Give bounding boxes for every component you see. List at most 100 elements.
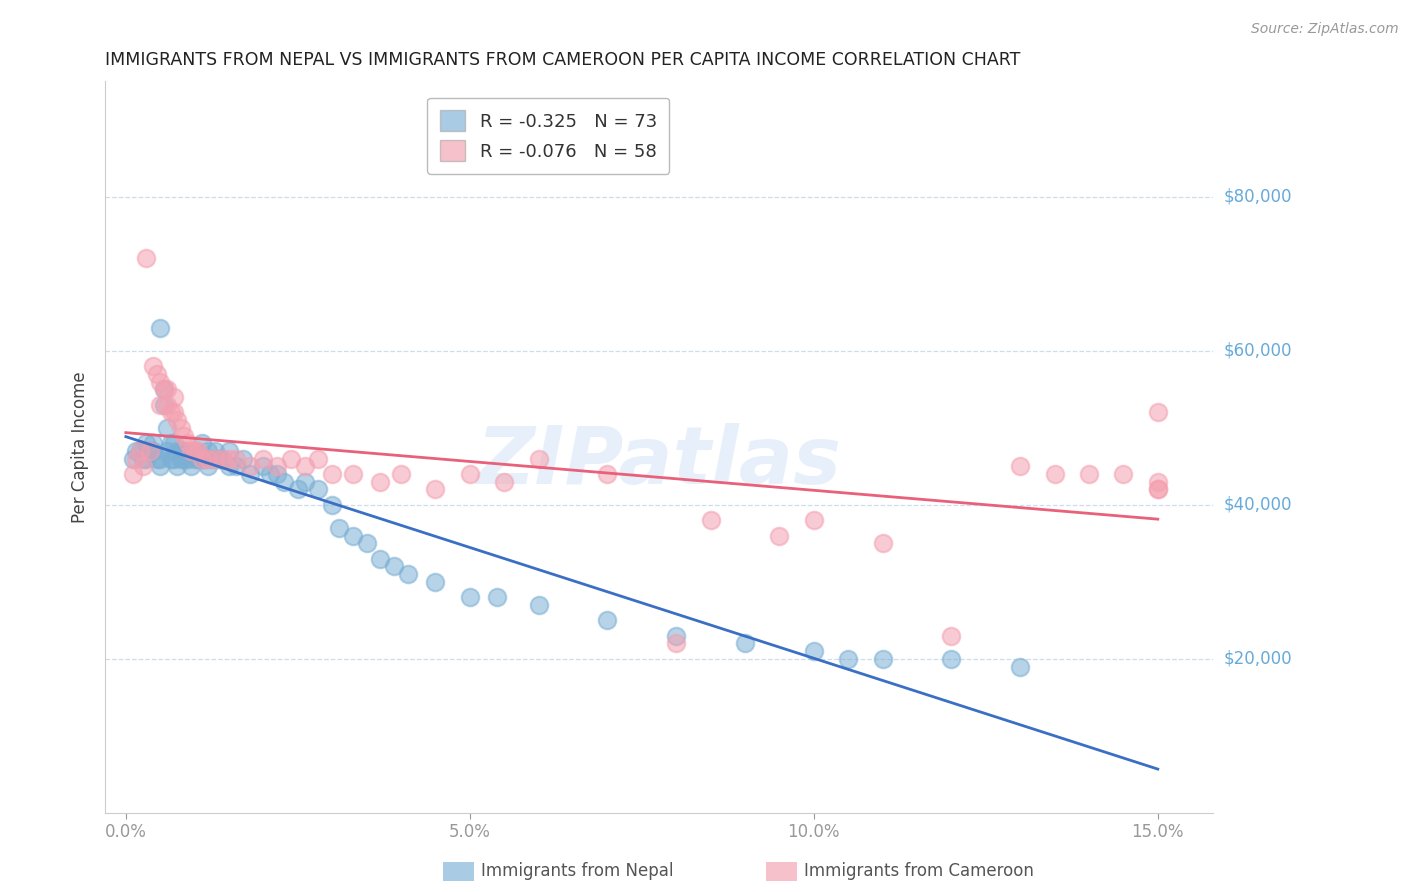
Point <box>173 444 195 458</box>
Text: Immigrants from Nepal: Immigrants from Nepal <box>481 863 673 880</box>
Point <box>183 444 205 458</box>
Point <box>211 451 233 466</box>
Point <box>232 451 254 466</box>
Point <box>149 459 172 474</box>
Point <box>328 521 350 535</box>
Point <box>135 436 157 450</box>
Point <box>177 451 200 466</box>
Point <box>389 467 412 481</box>
Point <box>218 459 240 474</box>
Point <box>166 459 188 474</box>
Point <box>159 451 181 466</box>
Point <box>132 459 155 474</box>
Point <box>149 375 172 389</box>
Point <box>204 444 226 458</box>
Point <box>1010 459 1032 474</box>
Point <box>208 451 231 466</box>
Point <box>342 467 364 481</box>
Point <box>139 444 162 458</box>
Point <box>1078 467 1101 481</box>
Point <box>1146 475 1168 489</box>
Point <box>239 467 262 481</box>
Point <box>139 444 162 458</box>
Point <box>665 636 688 650</box>
Point <box>1146 483 1168 497</box>
Point <box>152 398 174 412</box>
Point <box>142 444 165 458</box>
Point <box>768 529 790 543</box>
Point <box>370 551 392 566</box>
Point <box>190 451 212 466</box>
Point <box>287 483 309 497</box>
Point <box>494 475 516 489</box>
Point <box>121 451 143 466</box>
Point <box>173 451 195 466</box>
Point <box>149 398 172 412</box>
Point <box>225 451 247 466</box>
Point <box>163 390 186 404</box>
Point <box>458 591 481 605</box>
Point <box>294 459 316 474</box>
Point <box>218 451 240 466</box>
Point <box>1146 405 1168 419</box>
Point <box>872 536 894 550</box>
Point <box>159 436 181 450</box>
Point <box>527 598 550 612</box>
Point <box>142 436 165 450</box>
Point <box>197 444 219 458</box>
Point <box>308 483 330 497</box>
Point <box>803 644 825 658</box>
Point <box>872 652 894 666</box>
Point <box>665 629 688 643</box>
Text: $40,000: $40,000 <box>1225 496 1292 514</box>
Point <box>803 513 825 527</box>
Point <box>201 451 224 466</box>
Text: ZIPatlas: ZIPatlas <box>477 423 842 500</box>
Point <box>280 451 302 466</box>
Point <box>396 567 419 582</box>
Point <box>149 320 172 334</box>
Point <box>187 451 209 466</box>
Point <box>425 574 447 589</box>
Point <box>294 475 316 489</box>
Point <box>197 451 219 466</box>
Point <box>1112 467 1135 481</box>
Point <box>170 451 193 466</box>
Point <box>121 467 143 481</box>
Point <box>135 451 157 466</box>
Point <box>166 444 188 458</box>
Point <box>370 475 392 489</box>
Point <box>156 383 179 397</box>
Point <box>190 451 212 466</box>
Point <box>458 467 481 481</box>
Point <box>152 383 174 397</box>
Text: Immigrants from Cameroon: Immigrants from Cameroon <box>804 863 1033 880</box>
Point <box>197 459 219 474</box>
Point <box>146 451 169 466</box>
Point <box>180 459 202 474</box>
Point <box>183 444 205 458</box>
Point <box>183 451 205 466</box>
Point <box>180 444 202 458</box>
Point <box>321 467 343 481</box>
Point <box>190 436 212 450</box>
Text: IMMIGRANTS FROM NEPAL VS IMMIGRANTS FROM CAMEROON PER CAPITA INCOME CORRELATION : IMMIGRANTS FROM NEPAL VS IMMIGRANTS FROM… <box>105 51 1021 69</box>
Text: $80,000: $80,000 <box>1225 188 1292 206</box>
Point <box>596 614 619 628</box>
Point <box>166 413 188 427</box>
Point <box>699 513 721 527</box>
Point <box>527 451 550 466</box>
Point <box>941 652 963 666</box>
Point <box>156 444 179 458</box>
Point <box>321 498 343 512</box>
Point <box>163 451 186 466</box>
Point <box>1043 467 1066 481</box>
Point <box>356 536 378 550</box>
Point <box>308 451 330 466</box>
Point <box>125 444 148 458</box>
Point <box>156 421 179 435</box>
Point <box>187 444 209 458</box>
Point <box>170 421 193 435</box>
Legend: R = -0.325   N = 73, R = -0.076   N = 58: R = -0.325 N = 73, R = -0.076 N = 58 <box>427 98 669 174</box>
Text: $20,000: $20,000 <box>1225 650 1292 668</box>
